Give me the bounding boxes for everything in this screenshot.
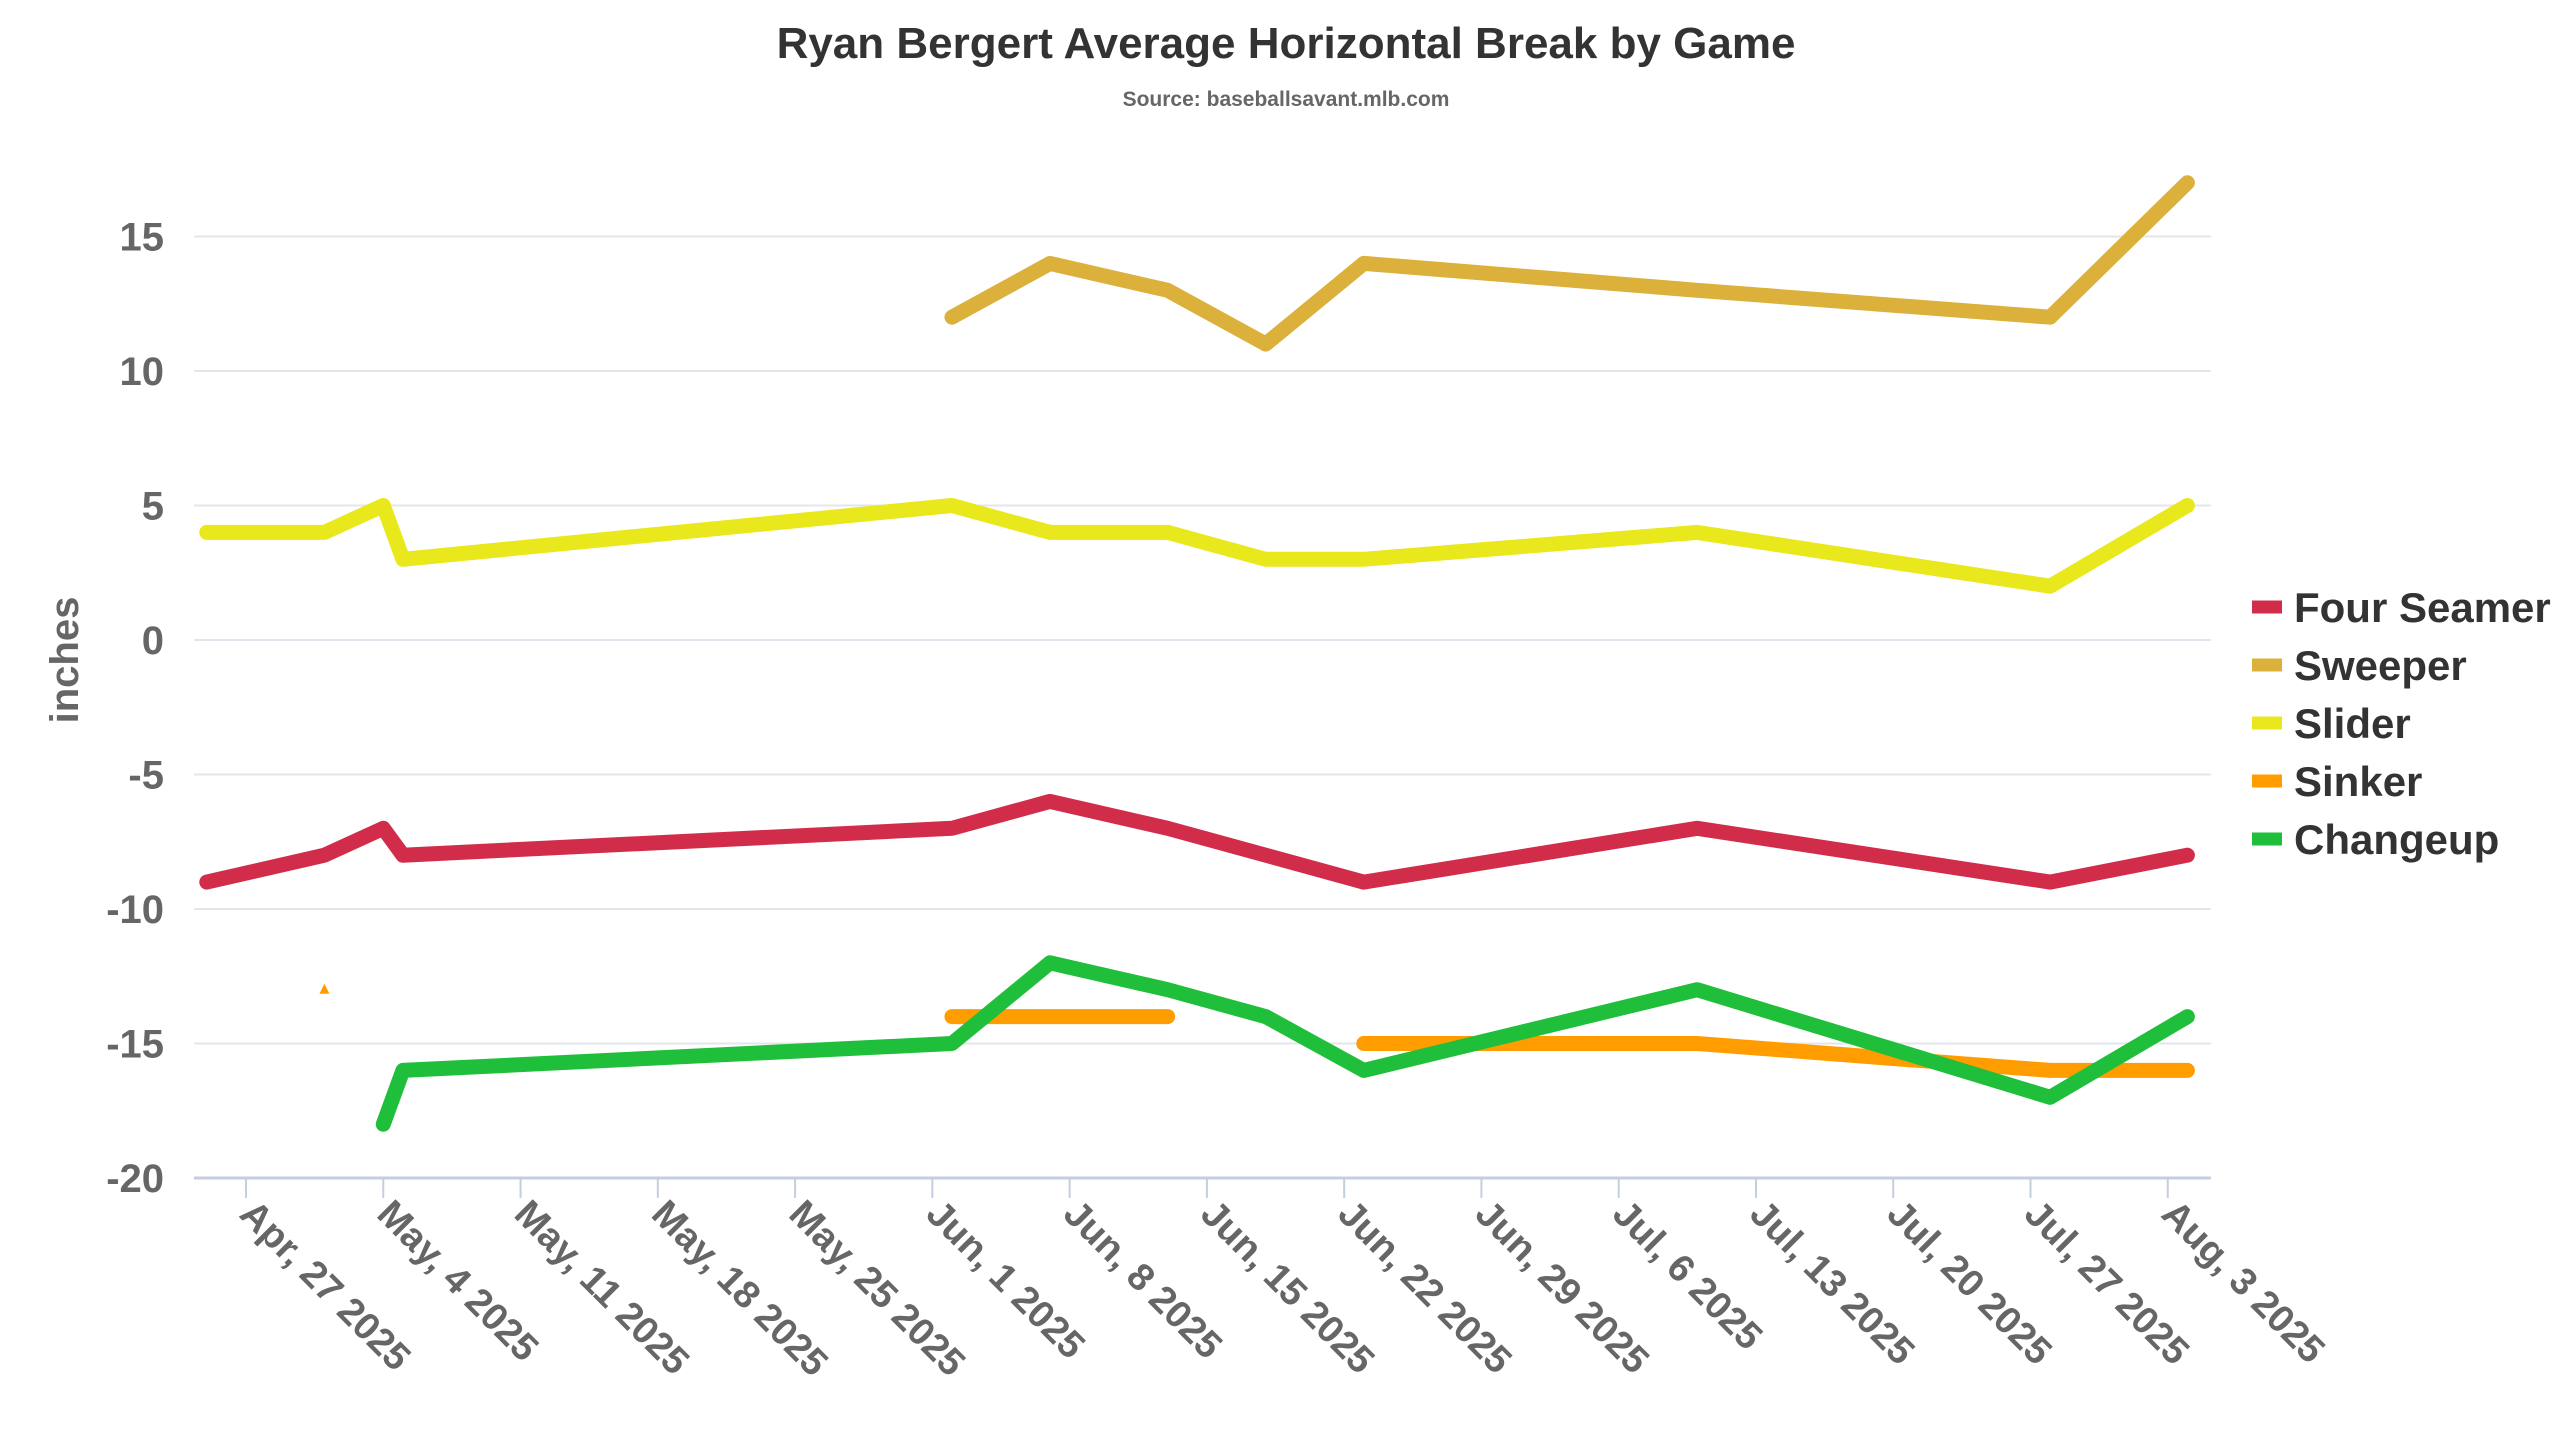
y-tick-label: 0 (142, 619, 164, 663)
legend-item[interactable]: Changeup (2252, 816, 2499, 863)
series-line (1356, 1036, 2195, 1078)
series-line (199, 498, 2195, 594)
chart-subtitle: Source: baseballsavant.mlb.com (1123, 88, 1450, 111)
legend-label: Changeup (2294, 816, 2499, 863)
legend-label: Sweeper (2294, 642, 2467, 689)
y-tick-label: 5 (142, 485, 164, 529)
series-slider (199, 498, 2195, 594)
legend-item[interactable]: Slider (2252, 700, 2411, 747)
y-axis-label: inches (43, 597, 87, 724)
y-tick-label: 10 (120, 350, 165, 394)
y-tick-label: -15 (106, 1023, 164, 1067)
series-line (199, 793, 2195, 890)
legend-item[interactable]: Sweeper (2252, 642, 2467, 689)
y-tick-label: -20 (106, 1157, 164, 1201)
y-tick-label: -5 (128, 754, 164, 798)
legend-label: Slider (2294, 700, 2411, 747)
legend-item[interactable]: Sinker (2252, 758, 2422, 805)
y-tick-label: 15 (120, 216, 165, 260)
legend-label: Four Seamer (2294, 584, 2551, 631)
y-tick-label: -10 (106, 888, 164, 932)
series-changeup (375, 955, 2195, 1132)
legend-label: Sinker (2294, 758, 2422, 805)
series-line (375, 955, 2195, 1132)
series-sweeper (944, 175, 2195, 352)
data-point (319, 983, 330, 994)
legend-item[interactable]: Four Seamer (2252, 584, 2551, 631)
chart-title: Ryan Bergert Average Horizontal Break by… (777, 19, 1796, 68)
series-four-seamer (199, 793, 2195, 890)
series-line (944, 175, 2195, 352)
